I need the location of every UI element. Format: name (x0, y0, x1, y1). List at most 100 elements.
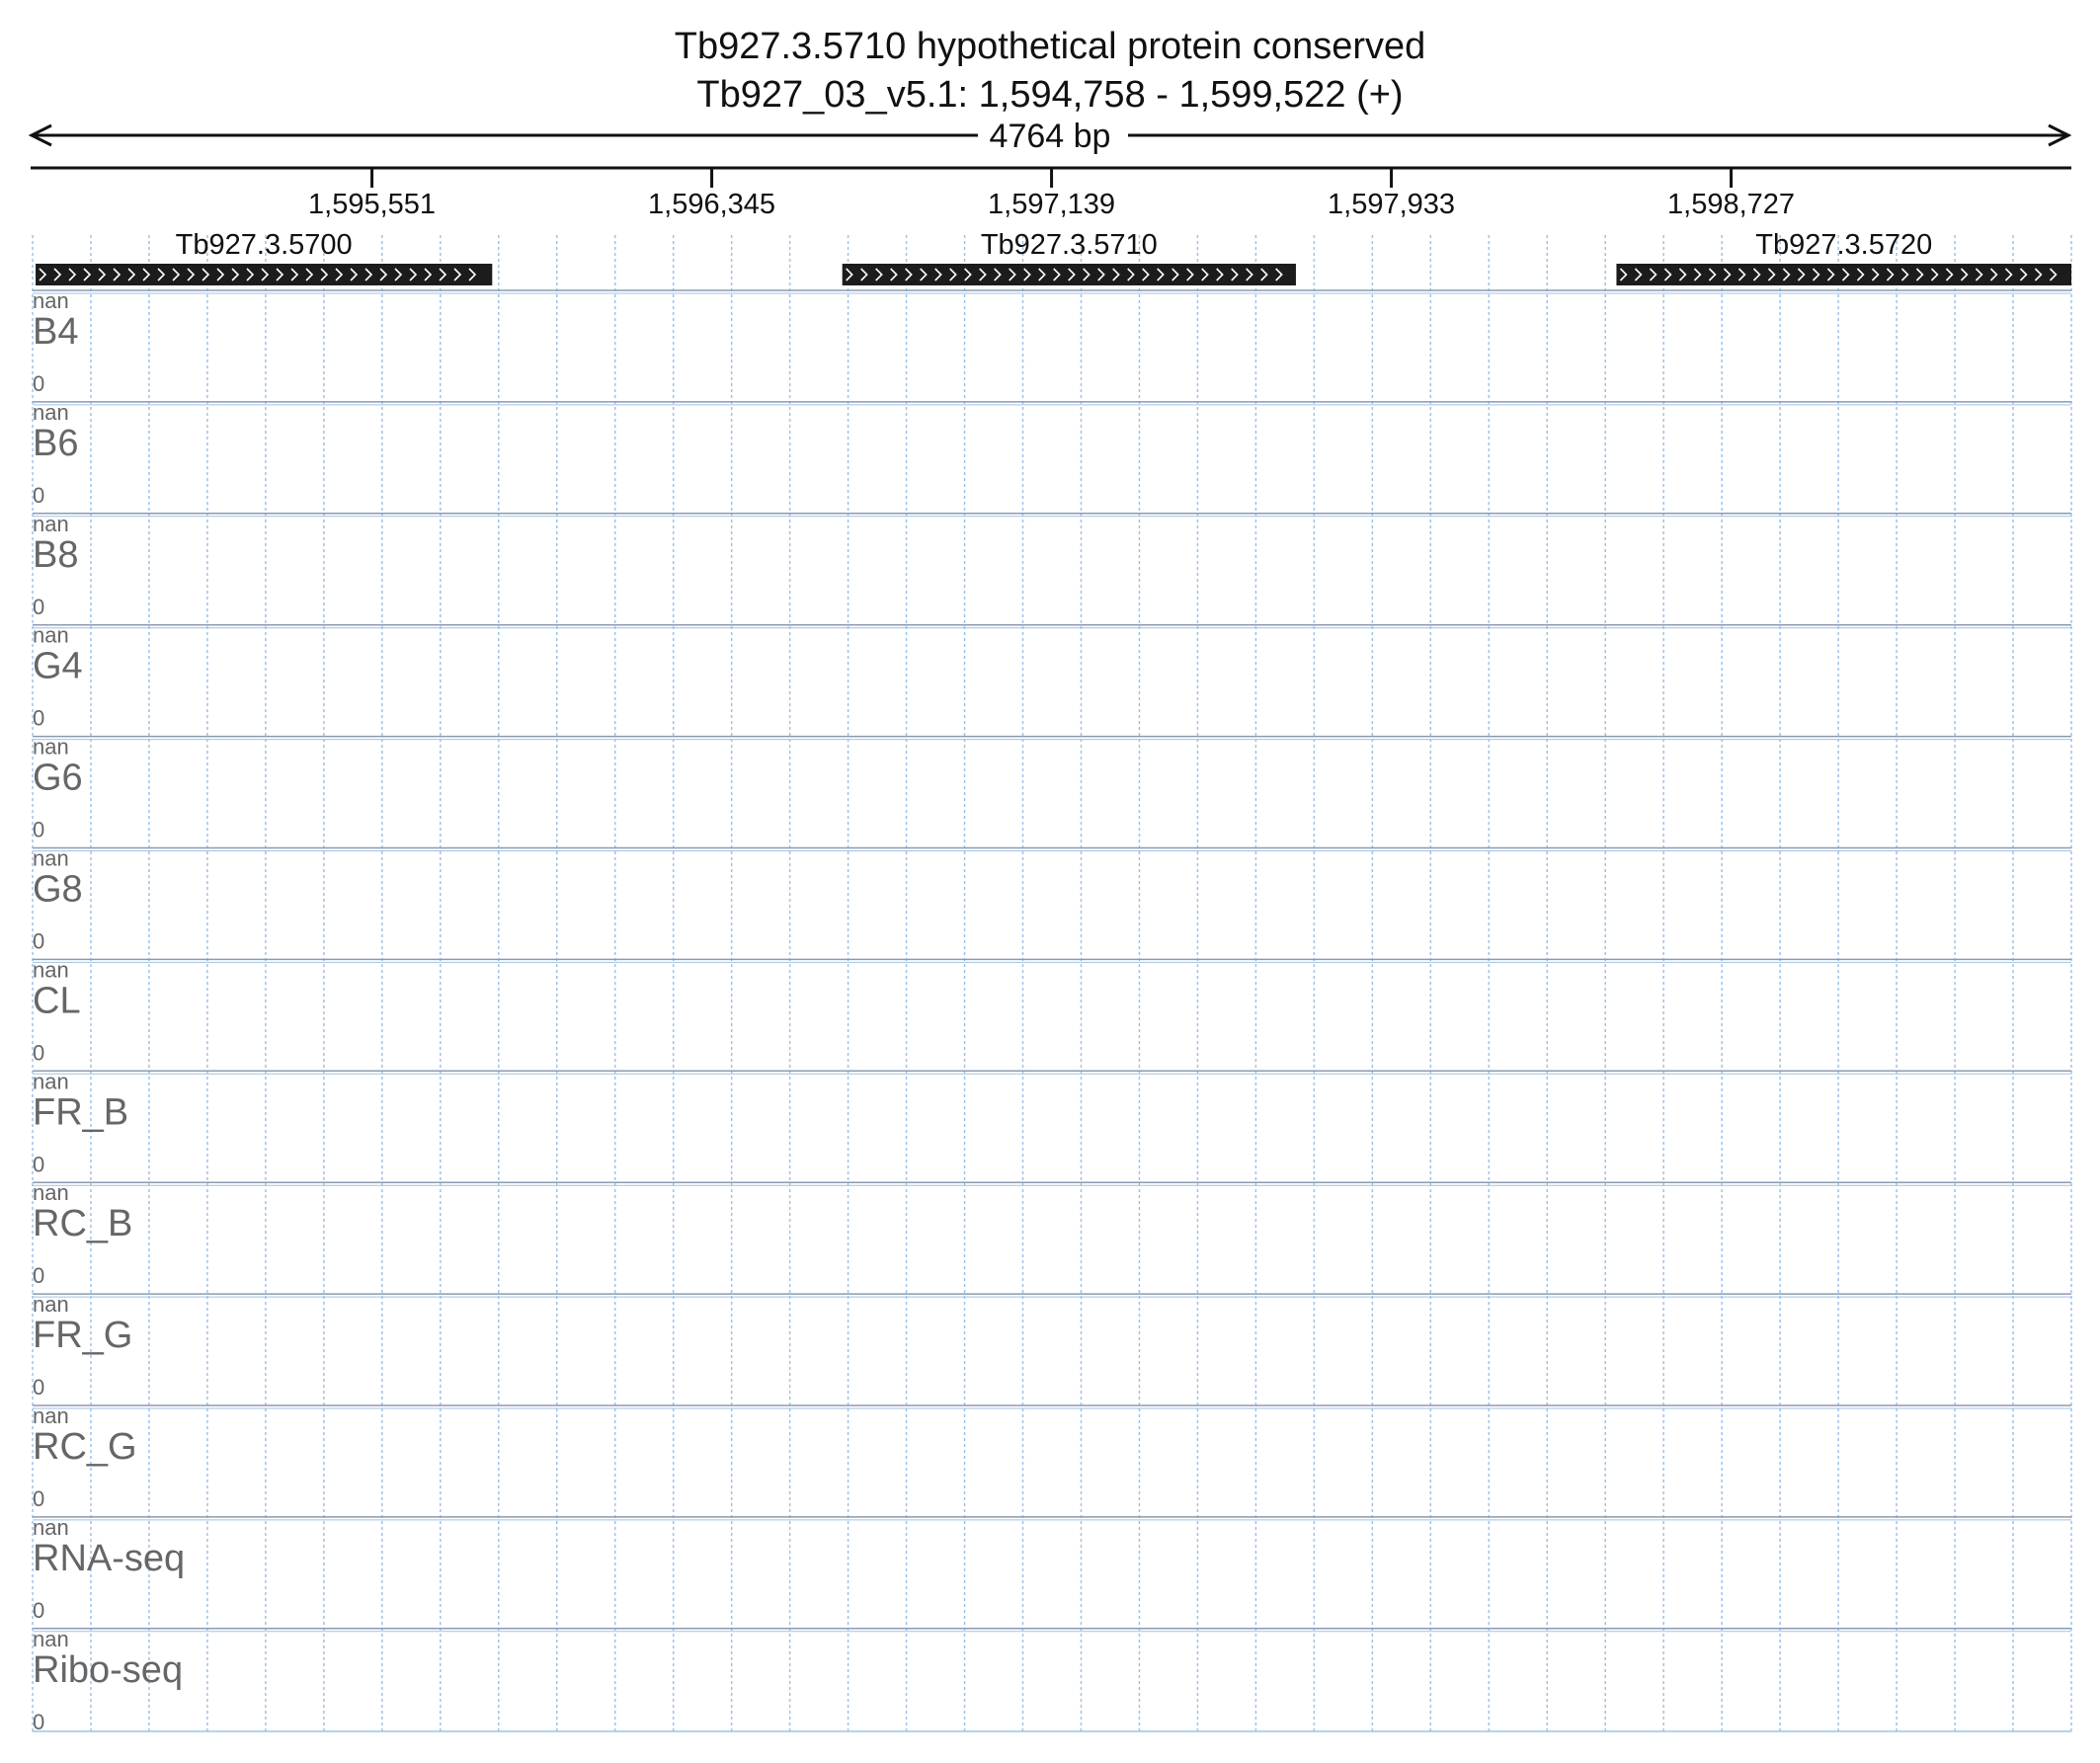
track-min-label: 0 (33, 1152, 44, 1176)
strand-arrow-icon (1989, 268, 1998, 281)
track-name: CL (33, 980, 81, 1021)
span-arrow-right-icon (2048, 123, 2072, 147)
track-name: FR_B (33, 1091, 128, 1133)
track-name: B4 (33, 311, 78, 353)
strand-arrow-icon (1142, 268, 1150, 281)
strand-arrow-icon (979, 268, 987, 281)
strand-arrow-icon (2049, 268, 2058, 281)
strand-arrow-icon (890, 268, 898, 281)
track-name: G6 (33, 758, 83, 799)
strand-arrow-icon (1127, 268, 1135, 281)
track-max-label: nan (33, 1069, 69, 1093)
strand-arrow-icon (127, 268, 136, 281)
gene-label: Tb927.3.5710 (981, 229, 1158, 261)
track-min-label: 0 (33, 371, 44, 396)
strand-arrow-icon (1112, 268, 1120, 281)
strand-arrow-icon (468, 268, 477, 281)
strand-arrow-icon (1186, 268, 1194, 281)
strand-arrow-icon (1797, 268, 1806, 281)
track-name: B6 (33, 423, 78, 464)
gene-feature (842, 264, 1296, 285)
ruler-tick-label: 1,596,345 (648, 189, 775, 220)
strand-arrow-icon (394, 268, 403, 281)
strand-arrow-icon (1216, 268, 1224, 281)
ruler-tick-label: 1,595,551 (308, 189, 436, 220)
strand-arrow-icon (846, 268, 853, 281)
gene-track: Tb927.3.5700 Tb927.3.5710 Tb927.3.5720 (36, 229, 2071, 285)
strand-arrow-icon (1068, 268, 1076, 281)
strand-arrow-icon (320, 268, 329, 281)
strand-arrow-icon (1619, 268, 1628, 281)
track-max-label: nan (33, 1292, 69, 1317)
track-min-label: 0 (33, 1486, 44, 1511)
strand-arrow-icon (1275, 268, 1283, 281)
strand-arrow-icon (1649, 268, 1657, 281)
track-max-label: nan (33, 512, 69, 536)
strand-arrow-icon (1171, 268, 1179, 281)
strand-arrow-icon (1009, 268, 1016, 281)
strand-arrow-icon (1053, 268, 1061, 281)
strand-arrow-icon (2004, 268, 2013, 281)
strand-arrow-icon (68, 268, 77, 281)
track-name: RC_G (33, 1426, 137, 1468)
strand-arrow-icon (1157, 268, 1165, 281)
strand-arrow-icon (1246, 268, 1253, 281)
track-name: B8 (33, 534, 78, 576)
strand-arrow-icon (1663, 268, 1672, 281)
strand-arrow-icon (1930, 268, 1939, 281)
strand-arrow-icon (1678, 268, 1687, 281)
strand-arrow-icon (202, 268, 210, 281)
track-max-label: nan (33, 623, 69, 648)
track-max-label: nan (33, 1515, 69, 1540)
signal-tracks: nanB40nanB60nanB80nanG40nanG60nanG80nanC… (33, 288, 2071, 1734)
strand-arrow-icon (2034, 268, 2043, 281)
strand-arrow-icon (1260, 268, 1268, 281)
track-min-label: 0 (33, 483, 44, 508)
strand-arrow-icon (83, 268, 92, 281)
gene-title: Tb927.3.5710 hypothetical protein conser… (675, 26, 1426, 67)
strand-arrow-icon (1900, 268, 1909, 281)
strand-arrow-icon (934, 268, 942, 281)
strand-arrow-icon (113, 268, 121, 281)
track-min-label: 0 (33, 818, 44, 842)
strand-arrow-icon (53, 268, 62, 281)
track-max-label: nan (33, 957, 69, 982)
strand-arrow-icon (1782, 268, 1791, 281)
strand-arrow-icon (98, 268, 107, 281)
gene-feature (36, 264, 493, 285)
strand-arrow-icon (1634, 268, 1643, 281)
strand-arrow-icon (1960, 268, 1969, 281)
span-indicator: 4764 bp (28, 118, 2072, 155)
strand-arrow-icon (246, 268, 255, 281)
strand-arrow-icon (157, 268, 166, 281)
strand-arrow-icon (187, 268, 196, 281)
track-min-label: 0 (33, 706, 44, 731)
strand-arrow-icon (1841, 268, 1850, 281)
span-arrow-left-icon (28, 123, 52, 147)
strand-arrow-icon (875, 268, 883, 281)
strand-arrow-icon (1871, 268, 1880, 281)
strand-arrow-icon (409, 268, 418, 281)
ruler-tick-label: 1,598,727 (1667, 189, 1795, 220)
strand-arrow-icon (1915, 268, 1924, 281)
strand-arrow-icon (1812, 268, 1820, 281)
strand-arrow-icon (1826, 268, 1835, 281)
strand-arrow-icon (453, 268, 462, 281)
locus-coordinates: Tb927_03_v5.1: 1,594,758 - 1,599,522 (+) (696, 74, 1403, 116)
strand-arrow-icon (1856, 268, 1865, 281)
track-min-label: 0 (33, 1375, 44, 1400)
gene-label: Tb927.3.5700 (176, 229, 353, 261)
strand-arrow-icon (350, 268, 359, 281)
strand-arrow-icon (290, 268, 299, 281)
strand-arrow-icon (860, 268, 868, 281)
strand-arrow-icon (424, 268, 433, 281)
strand-arrow-icon (364, 268, 373, 281)
strand-arrow-icon (1975, 268, 1983, 281)
ruler-tick-label: 1,597,139 (988, 189, 1115, 220)
track-max-label: nan (33, 1403, 69, 1428)
strand-arrow-icon (1737, 268, 1746, 281)
strand-arrow-icon (1708, 268, 1717, 281)
strand-arrow-icon (216, 268, 225, 281)
track-min-label: 0 (33, 929, 44, 954)
strand-arrow-icon (1723, 268, 1732, 281)
